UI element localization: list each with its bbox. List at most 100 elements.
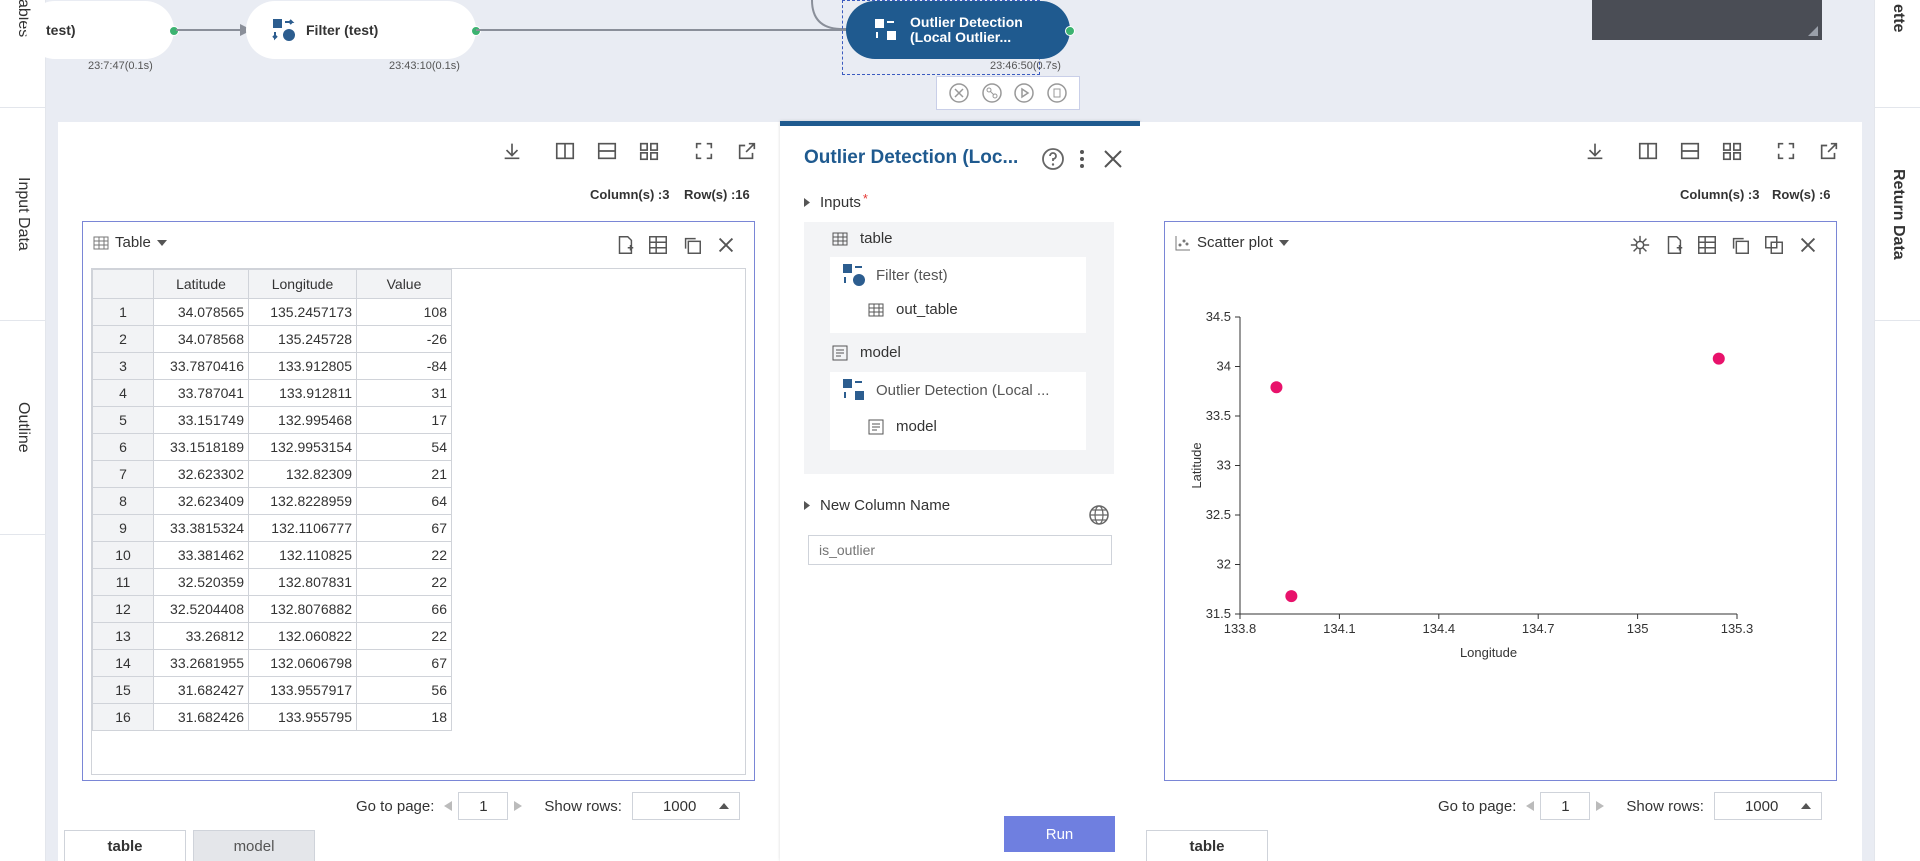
view-type-dropdown[interactable]: Scatter plot (1175, 234, 1289, 251)
tab-table[interactable]: table (64, 830, 186, 861)
copy-icon[interactable] (1727, 232, 1753, 258)
close-icon[interactable] (713, 232, 739, 258)
column-settings-icon[interactable] (645, 232, 671, 258)
table-row[interactable]: 3 33.7870416 133.912805 -84 (92, 352, 452, 380)
sidebar-tab-palette[interactable]: ette (1875, 0, 1920, 108)
inputs-section-toggle[interactable]: Inputs * (804, 191, 868, 211)
new-column-name-input[interactable] (808, 535, 1112, 565)
delete-icon[interactable] (1046, 82, 1068, 104)
table-cell: 135.245728 (248, 325, 357, 353)
split-vertical-icon[interactable] (1635, 138, 1661, 164)
open-external-icon[interactable] (1816, 138, 1842, 164)
pipeline-node-filter[interactable]: Filter (test) (246, 1, 481, 59)
cancel-icon[interactable] (948, 82, 970, 104)
table-row[interactable]: 14 33.2681955 132.0606798 67 (92, 649, 452, 677)
source-port-out-table[interactable]: out_table (868, 301, 958, 318)
split-horizontal-icon[interactable] (1677, 138, 1703, 164)
scatter-point[interactable] (1285, 590, 1298, 603)
expand-icon[interactable] (1773, 138, 1799, 164)
minimap[interactable] (1592, 0, 1822, 40)
next-page-icon[interactable] (1596, 801, 1605, 811)
sidebar-tab-return-data[interactable]: Return Data (1875, 108, 1920, 321)
expand-icon[interactable] (691, 138, 717, 164)
column-header-latitude[interactable]: Latitude (153, 269, 249, 299)
page-number-input[interactable]: 1 (458, 792, 509, 820)
table-row[interactable]: 16 31.682426 133.955795 18 (92, 703, 452, 731)
download-icon[interactable] (1582, 138, 1608, 164)
run-icon[interactable] (1013, 82, 1035, 104)
output-port-icon[interactable] (169, 26, 179, 36)
scatter-point[interactable] (1712, 352, 1725, 365)
new-sheet-icon[interactable] (612, 232, 638, 258)
table-row[interactable]: 4 33.787041 133.912811 31 (92, 379, 452, 407)
open-external-icon[interactable] (734, 138, 760, 164)
table-row[interactable]: 13 33.26812 132.060822 22 (92, 622, 452, 650)
table-row[interactable]: 12 32.5204408 132.8076882 66 (92, 595, 452, 623)
close-icon[interactable] (1795, 232, 1821, 258)
view-type-dropdown[interactable]: Table (93, 234, 167, 251)
page-number-input[interactable]: 1 (1540, 792, 1591, 820)
tab-model[interactable]: model (193, 830, 315, 861)
table-row[interactable]: 6 33.1518189 132.9953154 54 (92, 433, 452, 461)
output-port-icon[interactable] (471, 26, 481, 36)
sidebar-tab-input-data[interactable]: Input Data (0, 108, 46, 321)
row-number-cell: 4 (92, 379, 154, 407)
sidebar-tab-outline[interactable]: Outline (0, 321, 46, 535)
output-port-icon[interactable] (1065, 26, 1075, 36)
column-header-value[interactable]: Value (356, 269, 452, 299)
table-scroll-area[interactable]: Latitude Longitude Value 1 34.078565 135.2… (91, 268, 746, 775)
show-rows-select[interactable]: 1000 (631, 792, 740, 820)
table-cell: 33.3815324 (153, 514, 249, 542)
table-row[interactable]: 5 33.151749 132.995468 17 (92, 406, 452, 434)
branch-icon[interactable] (981, 82, 1003, 104)
table-row[interactable]: 9 33.3815324 132.1106777 67 (92, 514, 452, 542)
scatter-point[interactable] (1270, 381, 1283, 394)
overlay-icon[interactable] (1761, 232, 1787, 258)
pipeline-node-source[interactable]: test) (26, 1, 179, 59)
outlier-detection-icon (843, 379, 864, 400)
table-row[interactable]: 8 32.623409 132.8228959 64 (92, 487, 452, 515)
chart-settings-icon[interactable] (1627, 232, 1653, 258)
next-page-icon[interactable] (514, 801, 523, 811)
help-icon[interactable] (1041, 147, 1065, 171)
prev-page-icon[interactable] (444, 801, 453, 811)
left-sidebar: ables Input Data Outline (0, 0, 46, 861)
table-panel: Column(s) :3 Row(s) :16 Table Latitude L… (58, 122, 780, 861)
more-options-icon[interactable] (1078, 147, 1086, 171)
scatter-plot-chart[interactable]: 133.8 134.1 134.4 134.7 135 135.3 31.5 32 32.5 33… (1165, 282, 1836, 780)
table-row[interactable]: 2 34.078568 135.245728 -26 (92, 325, 452, 353)
new-column-section-toggle[interactable]: New Column Name (804, 497, 950, 514)
table-row[interactable]: 1 34.078565 135.2457173 108 (92, 298, 452, 326)
download-icon[interactable] (499, 138, 525, 164)
grid-layout-icon[interactable] (1719, 138, 1745, 164)
globe-icon[interactable] (1088, 504, 1110, 526)
show-rows-label: Show rows: (544, 797, 622, 815)
table-row[interactable]: 15 31.682427 133.9557917 56 (92, 676, 452, 704)
table-cell: 66 (356, 595, 452, 623)
pipeline-node-outlier-detection[interactable]: Outlier Detection (Local Outlier... (846, 1, 1075, 59)
column-settings-icon[interactable] (1694, 232, 1720, 258)
table-row[interactable]: 7 32.623302 132.82309 21 (92, 460, 452, 488)
column-count: Column(s) :3 (1680, 187, 1760, 202)
source-port-model[interactable]: model (868, 418, 937, 435)
run-button[interactable]: Run (1004, 816, 1115, 852)
show-rows-select[interactable]: 1000 (1713, 792, 1822, 820)
new-sheet-icon[interactable] (1661, 232, 1687, 258)
column-header-longitude[interactable]: Longitude (248, 269, 357, 299)
source-node-outlier[interactable]: Outlier Detection (Local ... (842, 378, 1049, 402)
grid-layout-icon[interactable] (636, 138, 662, 164)
input-port-table[interactable]: table (832, 230, 893, 247)
table-row[interactable]: 11 32.520359 132.807831 22 (92, 568, 452, 596)
table-row[interactable]: 10 33.381462 132.110825 22 (92, 541, 452, 569)
table-cell: 132.8228959 (248, 487, 357, 515)
row-number-cell: 1 (92, 298, 154, 326)
close-panel-icon[interactable] (1102, 148, 1124, 170)
input-port-model[interactable]: model (832, 344, 901, 361)
prev-page-icon[interactable] (1526, 801, 1535, 811)
split-horizontal-icon[interactable] (594, 138, 620, 164)
copy-icon[interactable] (679, 232, 705, 258)
resize-handle-icon[interactable] (1808, 26, 1818, 36)
source-node-filter[interactable]: Filter (test) (842, 263, 948, 287)
split-vertical-icon[interactable] (552, 138, 578, 164)
tab-table[interactable]: table (1146, 830, 1268, 861)
